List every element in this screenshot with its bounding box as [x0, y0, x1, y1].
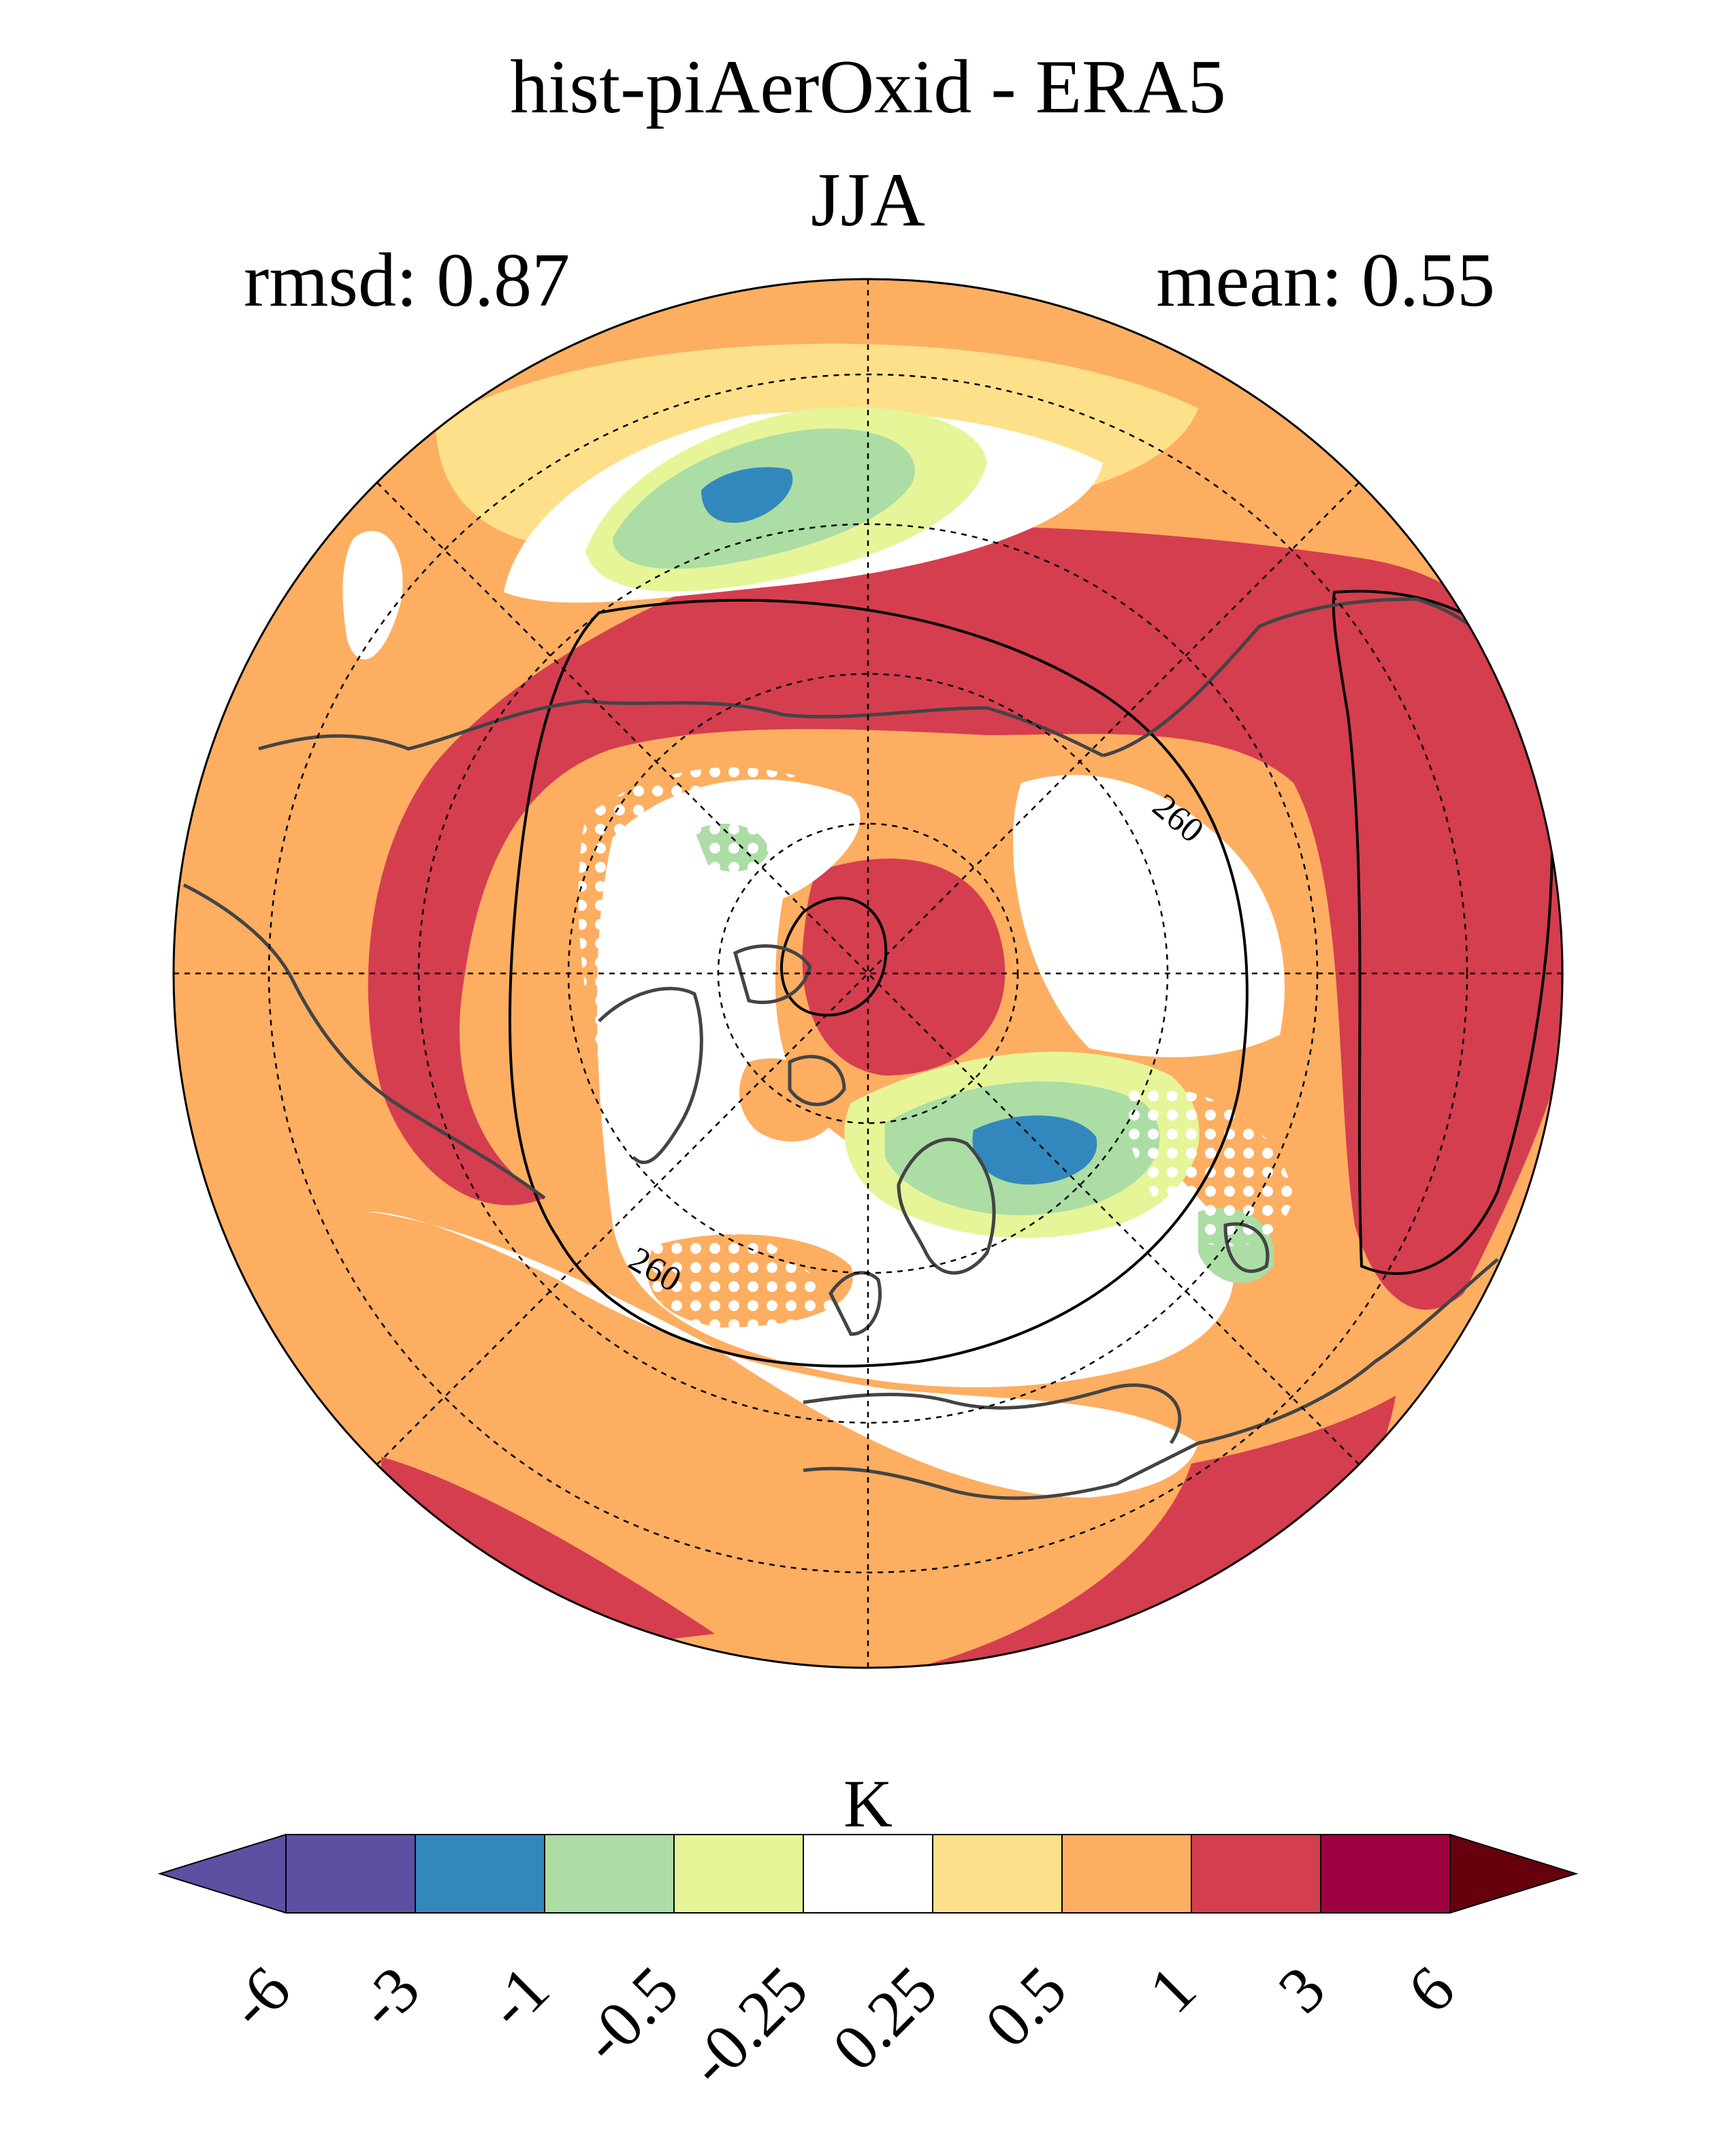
polar-map: 260 260 — [172, 278, 1564, 1669]
coastlines — [182, 597, 1554, 1500]
colorbar-cell — [673, 1834, 804, 1914]
colorbar-tick-label: -3 — [343, 1952, 433, 2042]
colorbar-tick-label: -0.25 — [674, 1952, 822, 2099]
map-title: hist-piAerOxid - ERA5 — [510, 45, 1226, 129]
colorbar-min-triangle — [157, 1833, 287, 1914]
colorbar-units: K — [843, 1766, 893, 1841]
map-field — [174, 279, 1562, 1668]
season-label: JJA — [810, 158, 926, 242]
colorbar-cell — [544, 1834, 675, 1914]
rmsd-label: rmsd: 0.87 — [244, 238, 570, 323]
colorbar-tick-label: 6 — [1394, 1952, 1468, 2027]
colorbar-cell — [1320, 1834, 1451, 1914]
mean-label: mean: 0.55 — [1156, 238, 1495, 323]
colorbar-cell — [1061, 1834, 1192, 1914]
colorbar-cell — [1191, 1834, 1321, 1914]
colorbar-tick-label: 0.25 — [818, 1952, 950, 2084]
colorbar-max-triangle — [1449, 1833, 1579, 1914]
colorbar-tick-label: -1 — [472, 1952, 562, 2042]
colorbar-tick-label: 0.5 — [971, 1952, 1080, 2061]
colorbar-tick-label: 1 — [1135, 1952, 1210, 2027]
colorbar-cell — [285, 1834, 416, 1914]
colorbar-tick-label: -6 — [214, 1952, 304, 2042]
colorbar-cell — [932, 1834, 1063, 1914]
map-boundary — [172, 278, 1564, 1669]
colorbar-tick-label: 3 — [1264, 1952, 1339, 2027]
graticule — [174, 279, 1562, 1668]
colorbar-cell — [415, 1834, 545, 1914]
colorbar-tick-label: -0.5 — [567, 1952, 692, 2076]
colorbar-cell — [803, 1834, 933, 1914]
